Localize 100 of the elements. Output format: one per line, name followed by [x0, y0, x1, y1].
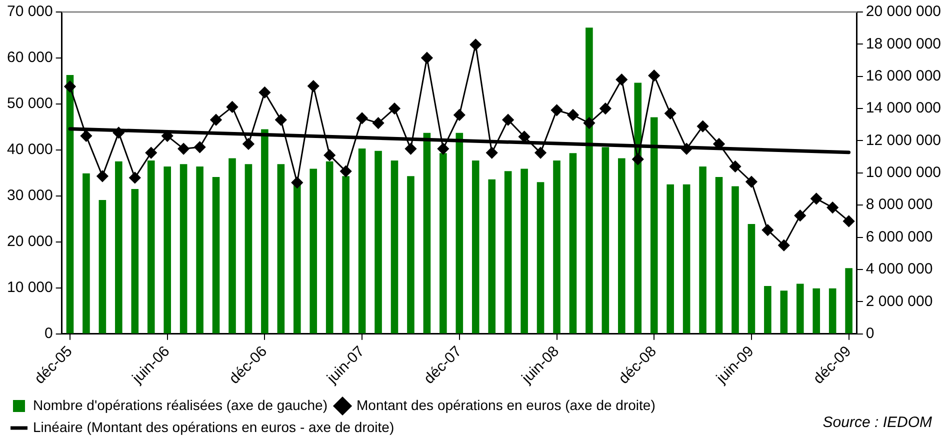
point [356, 112, 368, 124]
bar [796, 284, 804, 334]
point [534, 147, 546, 159]
bar [715, 177, 723, 334]
point [583, 117, 595, 129]
y2-tick-label: 6 000 000 [866, 228, 933, 246]
bar [602, 147, 610, 334]
bar [374, 150, 382, 334]
point [664, 108, 676, 120]
point [145, 147, 157, 159]
legend-label: Linéaire (Montant des opérations en euros - axe de droite) [33, 418, 394, 435]
point [324, 149, 336, 161]
point [567, 109, 579, 121]
bar [472, 160, 480, 334]
point [810, 192, 822, 204]
bar [780, 290, 788, 334]
y-tick-label: 50 000 [6, 95, 53, 112]
bar [764, 286, 772, 334]
bar [228, 158, 236, 334]
point [80, 130, 92, 142]
point [308, 80, 320, 92]
bar [618, 158, 626, 334]
bar [456, 132, 464, 334]
bar [569, 153, 577, 334]
point [421, 52, 433, 64]
y2-tick-label: 12 000 000 [866, 132, 942, 149]
bar [488, 179, 496, 334]
point [762, 224, 774, 236]
bar [196, 166, 204, 334]
bar [115, 161, 122, 334]
bar [82, 173, 90, 334]
bar [342, 176, 350, 334]
y-tick-label: 0 [44, 324, 53, 342]
point [680, 143, 692, 155]
point [162, 130, 174, 142]
y2-tick-label: 4 000 000 [866, 260, 933, 278]
point [616, 74, 628, 86]
point [275, 114, 287, 126]
bar [310, 168, 318, 334]
y2-tick-label: 0 [866, 324, 874, 342]
point [600, 102, 612, 114]
point [210, 114, 222, 126]
y-tick-label: 40 000 [6, 141, 53, 158]
bar [66, 74, 74, 334]
point [632, 153, 644, 165]
bar [666, 184, 674, 334]
y2-tick-label: 2 000 000 [866, 292, 933, 310]
legend-label: Montant des opérations en euros (axe de droite) [356, 396, 656, 413]
bar [423, 132, 431, 334]
bar [98, 200, 106, 334]
bar [326, 161, 334, 334]
y2-tick-label: 8 000 000 [866, 196, 933, 214]
point [454, 109, 466, 121]
bar [390, 160, 398, 334]
point [242, 138, 254, 150]
bar [845, 268, 852, 334]
point [388, 102, 400, 114]
bar [812, 288, 820, 334]
point [404, 143, 416, 155]
point [372, 117, 384, 129]
y-tick-label: 20 000 [6, 233, 53, 250]
bar [586, 28, 593, 334]
point [778, 240, 790, 252]
point [64, 80, 76, 92]
bar [828, 288, 836, 334]
point [843, 215, 855, 227]
bar [164, 166, 171, 334]
point [96, 170, 108, 182]
bar [131, 189, 139, 334]
y2-tick-label: 14 000 000 [866, 100, 942, 117]
bar [634, 82, 642, 334]
bar [650, 117, 658, 334]
bar [147, 160, 155, 334]
bar [682, 184, 690, 334]
point [648, 70, 660, 82]
point [437, 143, 449, 155]
bar [294, 183, 301, 334]
bar [553, 160, 560, 334]
point [746, 176, 758, 188]
bar [440, 153, 447, 334]
point [826, 202, 838, 214]
bar [358, 148, 366, 334]
bar [261, 129, 268, 334]
point [258, 86, 270, 98]
point [291, 176, 303, 188]
y-tick-label: 30 000 [6, 187, 53, 204]
bar [536, 182, 544, 334]
bar [504, 171, 512, 334]
point [729, 160, 741, 172]
bar [732, 186, 739, 334]
point [518, 130, 530, 142]
bar [407, 176, 414, 334]
bar [212, 177, 220, 334]
bar [748, 224, 756, 334]
source-note: Source : IEDOM [822, 414, 932, 432]
y-tick-label: 10 000 [6, 279, 53, 296]
point [697, 120, 709, 132]
bar [244, 164, 252, 334]
point [340, 166, 352, 178]
y-tick-label: 60 000 [6, 49, 53, 66]
